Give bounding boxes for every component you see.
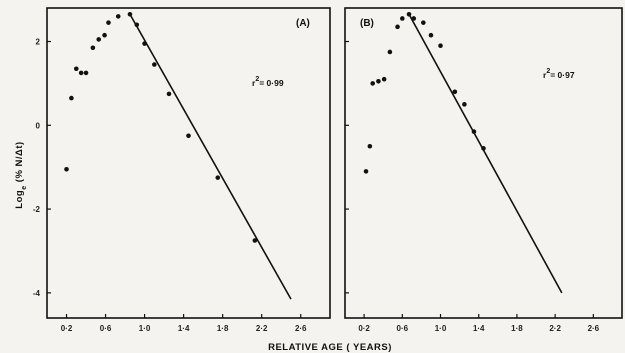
data-point	[376, 79, 381, 84]
data-point	[428, 32, 434, 38]
data-point	[421, 20, 426, 25]
data-point	[134, 22, 140, 28]
data-point	[481, 146, 486, 151]
data-point	[96, 37, 102, 42]
x-tick-label: 0·6	[100, 324, 112, 333]
x-tick-label: 1·4	[473, 324, 485, 333]
data-point	[370, 81, 376, 86]
x-tick-label: 1·0	[435, 324, 447, 333]
data-point	[438, 43, 443, 49]
regression-line	[129, 13, 292, 300]
data-point	[127, 11, 133, 17]
x-tick-label: 1·8	[217, 324, 229, 333]
plot-frame	[344, 7, 623, 319]
r-squared-prefix: r	[252, 78, 256, 88]
data-point	[367, 143, 373, 149]
data-point	[381, 76, 387, 82]
data-point	[83, 70, 89, 76]
data-point	[102, 32, 107, 38]
regression-line	[408, 13, 563, 294]
data-point	[90, 45, 96, 51]
data-point	[215, 175, 221, 180]
data-point	[64, 166, 69, 172]
y-tick-label: -4	[33, 289, 41, 298]
x-tick-label: 2·6	[295, 324, 307, 333]
data-point	[73, 66, 79, 72]
data-point	[452, 89, 458, 95]
data-point	[115, 14, 121, 19]
r-squared-annotation: r2= 0·99	[252, 76, 284, 88]
x-tick-label: 0·6	[397, 324, 409, 333]
r-squared-value: = 0·97	[550, 70, 575, 80]
r-squared-superscript: 2	[255, 76, 259, 83]
data-point	[411, 16, 417, 21]
x-tick-label: 1·0	[139, 324, 151, 333]
data-point	[69, 95, 74, 101]
r-squared-superscript: 2	[546, 68, 550, 75]
r-squared-value: = 0·99	[259, 78, 284, 88]
data-point	[462, 102, 467, 107]
r-squared-prefix: r	[543, 70, 547, 80]
data-point	[106, 20, 111, 25]
x-tick-label: 1·4	[178, 324, 190, 333]
x-tick-label: 1·8	[511, 324, 523, 333]
y-axis-label-main: Log	[14, 190, 25, 209]
data-point	[363, 169, 369, 174]
y-axis-label: Loge (% N/Δt)	[14, 141, 28, 208]
data-point	[395, 24, 400, 30]
x-axis-label: RELATIVE AGE ( YEARS)	[268, 342, 392, 353]
panel-label: (B)	[360, 18, 374, 29]
data-point	[186, 133, 191, 139]
data-point	[78, 70, 84, 76]
data-point	[252, 238, 258, 243]
panel-a: 0·2 0·6 1·0 1·4 1·8 2·2 2·620-2-4(A)r2= 0·99	[33, 7, 331, 333]
plot-frame	[46, 7, 331, 319]
x-tick-label: 2·2	[256, 324, 268, 333]
data-point	[152, 62, 157, 67]
panel-label: (A)	[296, 18, 310, 29]
data-point	[166, 91, 172, 97]
y-axis-label-rest: (% N/Δt)	[14, 141, 25, 185]
r-squared-annotation: r2= 0·97	[543, 68, 575, 80]
y-axis-label-subscript: e	[21, 185, 28, 189]
x-tick-label: 2·2	[549, 324, 561, 333]
data-point	[142, 41, 147, 46]
data-point	[406, 11, 412, 17]
data-point	[387, 49, 393, 55]
y-tick-label: 2	[36, 38, 41, 47]
x-tick-label: 0·2	[61, 324, 73, 333]
x-tick-label: 0·2	[358, 324, 370, 333]
panel-b: 0·2 0·6 1·0 1·4 1·8 2·2 2·6 (B) r2= 0·97	[344, 7, 623, 333]
y-tick-label: 0	[36, 121, 41, 130]
y-tick-label: -2	[33, 205, 41, 214]
data-point	[471, 129, 477, 134]
x-tick-label: 2·6	[588, 324, 600, 333]
data-point	[400, 16, 405, 21]
